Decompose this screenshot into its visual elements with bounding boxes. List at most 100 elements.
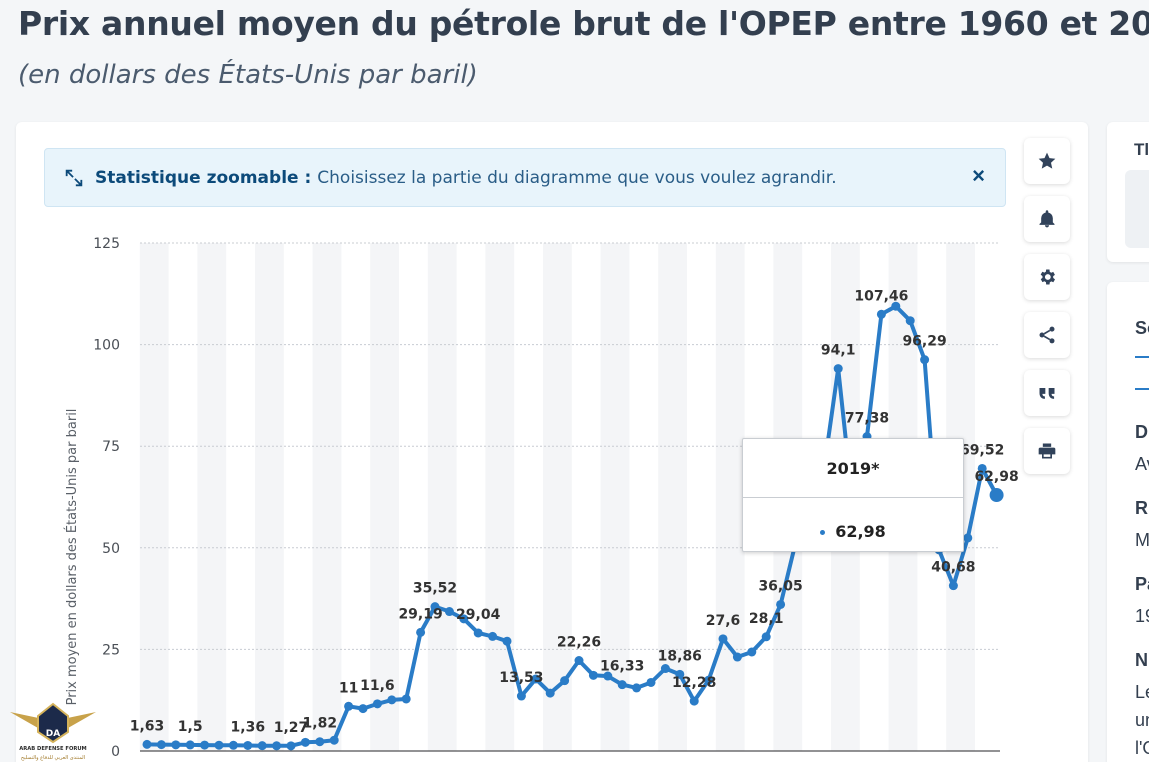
- data-point: [891, 301, 901, 311]
- notification-button[interactable]: [1024, 196, 1070, 242]
- y-tick-label: 125: [93, 236, 120, 252]
- data-label: 18,86: [658, 648, 702, 664]
- forum-logo: DA ARAB DEFENSE FORUM المنتدى العربي للد…: [10, 702, 96, 761]
- settings-button[interactable]: [1024, 254, 1070, 300]
- right-panel-details: So D Av R M Pa 19 N Le un l'O: [1107, 282, 1149, 762]
- y-tick-label: 25: [102, 642, 120, 658]
- data-point: [588, 670, 598, 680]
- data-point: [920, 355, 930, 365]
- data-point: [344, 701, 354, 711]
- data-label: 62,98: [974, 469, 1018, 485]
- data-point: [300, 737, 310, 747]
- cite-button[interactable]: [1024, 370, 1070, 416]
- logo-initials: DA: [46, 729, 60, 739]
- data-point: [156, 740, 166, 750]
- tooltip-value: 62,98: [835, 522, 886, 541]
- right-panel-top-label: Tl: [1134, 140, 1149, 159]
- data-point: [516, 691, 526, 701]
- plot-band: [139, 243, 169, 751]
- plot-band: [427, 243, 457, 751]
- print-icon: [1038, 443, 1056, 459]
- series-marker: [820, 530, 826, 535]
- data-point: [228, 740, 238, 750]
- star-icon: [1038, 152, 1056, 169]
- data-point: [905, 316, 915, 326]
- data-point: [401, 694, 411, 704]
- data-point: [833, 364, 843, 374]
- print-button[interactable]: [1024, 428, 1070, 474]
- data-point: [617, 680, 627, 690]
- data-point: [545, 688, 555, 698]
- data-point: [675, 669, 685, 679]
- right-panel-section-label[interactable]: So: [1135, 318, 1149, 338]
- data-label: 35,52: [413, 581, 457, 597]
- data-point: [444, 607, 454, 617]
- data-label: 22,26: [557, 635, 601, 651]
- data-point: [142, 739, 152, 749]
- data-point: [272, 741, 282, 751]
- y-tick-label: 50: [102, 541, 120, 557]
- data-point: [560, 676, 570, 686]
- data-label: 1,82: [303, 716, 338, 732]
- zoom-banner-title: Statistique zoomable :: [95, 167, 312, 188]
- right-panel-top: Tl: [1107, 122, 1149, 262]
- data-point: [315, 737, 325, 747]
- detail-value-line: l'O: [1135, 738, 1149, 758]
- data-label: 69,52: [960, 442, 1004, 458]
- data-point: [286, 741, 296, 751]
- data-point: [603, 671, 613, 681]
- data-point: [732, 652, 742, 662]
- detail-value: Le: [1135, 682, 1149, 702]
- data-label: 1,63: [130, 718, 165, 734]
- close-icon[interactable]: ×: [972, 163, 985, 188]
- data-point: [704, 675, 714, 685]
- tooltip-title: 2019*: [826, 459, 880, 478]
- data-point: [502, 636, 512, 646]
- data-point: [171, 740, 181, 750]
- data-label: 13,53: [499, 670, 543, 686]
- data-point: [473, 628, 483, 638]
- plot-band: [255, 243, 284, 751]
- data-label: 94,1: [821, 343, 856, 359]
- chart-toolbar: [1024, 138, 1070, 486]
- data-label: 12,28: [672, 675, 716, 691]
- data-label: 36,05: [758, 578, 802, 594]
- data-point: [185, 740, 195, 750]
- favorite-button[interactable]: [1024, 138, 1070, 184]
- data-point: [776, 599, 786, 609]
- data-point: [718, 634, 728, 644]
- page-subtitle: (en dollars des États-Unis par baril): [18, 60, 478, 90]
- data-point: [574, 656, 584, 666]
- chart-tooltip: 2019* 62,98: [742, 438, 964, 552]
- data-label: 1,36: [231, 719, 266, 735]
- detail-value-line: un: [1135, 710, 1149, 730]
- data-point: [761, 632, 771, 642]
- plot-band: [543, 243, 572, 751]
- data-label: 1,27: [274, 720, 309, 736]
- data-point: [632, 683, 642, 693]
- share-button[interactable]: [1024, 312, 1070, 358]
- detail-label: R: [1135, 498, 1148, 518]
- data-point: [416, 627, 426, 637]
- detail-value: Av: [1135, 454, 1149, 474]
- right-panel-box[interactable]: [1125, 170, 1149, 248]
- plot-band: [715, 243, 745, 751]
- data-point: [488, 631, 498, 641]
- data-label: 1,5: [178, 719, 203, 735]
- data-label: 27,6: [706, 613, 741, 629]
- plot-band: [600, 243, 630, 751]
- data-point: [977, 463, 987, 473]
- data-point: [689, 696, 699, 706]
- data-point: [876, 309, 886, 319]
- data-point: [243, 740, 253, 750]
- logo-name: ARAB DEFENSE FORUM: [19, 746, 86, 752]
- expand-icon: [65, 169, 83, 186]
- data-label: 29,19: [398, 606, 442, 622]
- share-icon: [1039, 326, 1055, 344]
- plot-band: [485, 243, 515, 751]
- data-point: [646, 677, 656, 687]
- data-point: [989, 488, 1004, 503]
- data-label: 29,04: [456, 607, 501, 623]
- plot-band: [197, 243, 227, 751]
